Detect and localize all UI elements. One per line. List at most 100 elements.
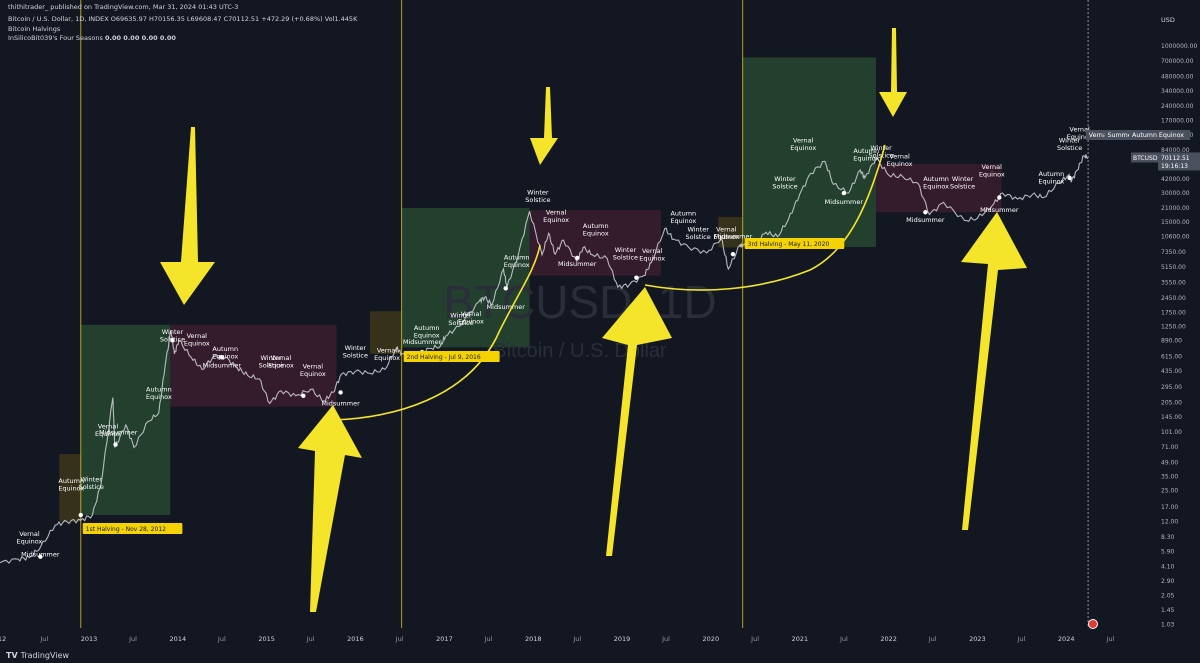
season-label: Autumn Equinox: [1038, 170, 1064, 186]
season-label: Winter Solstice: [686, 226, 711, 242]
x-tick-label: Jul: [484, 635, 493, 643]
season-label: Vernal Equinox: [713, 226, 739, 242]
season-label: Autumn Equinox: [923, 175, 949, 191]
season-label: Autumn Equinox: [146, 386, 172, 402]
season-marker: [1067, 175, 1072, 181]
last-price-tag: [1158, 152, 1200, 171]
y-tick-label: 21000.00: [1161, 205, 1190, 212]
season-label: Vernal Equinox: [16, 530, 42, 546]
x-tick-label: Jul: [306, 635, 315, 643]
y-tick-label: 435.00: [1161, 368, 1182, 375]
last-price-time: 19:16:13: [1161, 163, 1188, 170]
season-label: Vernal Equinox: [639, 247, 665, 263]
season-label: Vernal Equinox: [887, 153, 913, 169]
season-label: Winter Solstice: [79, 476, 104, 492]
x-tick-label: 2023: [969, 635, 986, 643]
annotation-arrow-6: [961, 212, 1027, 530]
season-marker: [730, 251, 736, 257]
season-label: Winter Solstice: [868, 144, 893, 160]
season-label: Midsummer: [21, 551, 60, 559]
x-tick-label: 2018: [525, 635, 542, 643]
y-tick-label: 101.00: [1161, 429, 1182, 436]
season-marker: [575, 255, 580, 261]
y-tick-label: 12.00: [1161, 519, 1178, 526]
season-label: Vernal Equinox: [300, 362, 326, 378]
season-label: Vernal Equinox: [268, 354, 294, 370]
season-label: Vernal Equinox: [1067, 126, 1093, 142]
tradingview-logo[interactable]: TV TradingView: [6, 651, 69, 660]
last-price-value: 70112.51: [1161, 155, 1190, 162]
indicator-four-seasons-values: 0.00 0.00 0.00 0.00: [105, 34, 176, 42]
halving-label-bg-1: [82, 523, 183, 534]
y-tick-label: 1.45: [1161, 607, 1175, 614]
future-season-label: Autumn Equinox: [1132, 132, 1184, 139]
season-label: Vernal Equinox: [979, 163, 1005, 179]
x-tick-label: 2022: [880, 635, 897, 643]
season-marker: [38, 554, 43, 559]
last-price-symbol: BTCUSD: [1133, 155, 1158, 162]
season-marker: [503, 286, 508, 291]
x-tick-label: 012: [0, 635, 6, 643]
season-marker: [634, 275, 639, 280]
y-tick-label: 170000.00: [1161, 117, 1194, 124]
watermark-name: Bitcoin / U.S. Dollar: [493, 340, 667, 362]
event-flag-icon[interactable]: [1087, 619, 1098, 629]
season-label: Midsummer: [403, 338, 442, 346]
season-label: Midsummer: [558, 260, 597, 268]
future-season-box: [1129, 130, 1191, 140]
y-tick-label: 5150.00: [1161, 264, 1186, 271]
y-tick-label: 205.00: [1161, 399, 1182, 406]
season-label: Autumn Equinox: [583, 222, 609, 238]
season-label: Winter Solstice: [160, 328, 185, 344]
season-label: Winter Solstice: [1057, 137, 1082, 153]
annotation-arrow-3: [879, 28, 907, 117]
season-label: Autumn Equinox: [670, 210, 696, 226]
season-label: Autumn Equinox: [853, 147, 879, 163]
publisher-line: thithitrader_ published on TradingView.c…: [8, 3, 239, 11]
annotation-curve-1: [332, 244, 541, 421]
annotation-curve-2: [644, 144, 886, 291]
season-label: Vernal Equinox: [374, 347, 400, 363]
x-tick-label: Jul: [661, 635, 670, 643]
season-label: Vernal Equinox: [458, 310, 484, 326]
x-tick-label: Jul: [572, 635, 581, 643]
season-label: Winter Solstice: [525, 188, 550, 204]
season-label: Midsummer: [906, 216, 945, 224]
y-tick-label: 5.90: [1161, 548, 1175, 555]
season-label: Winter Solstice: [613, 246, 638, 262]
y-tick-label: 25.00: [1161, 488, 1178, 495]
season-marker: [170, 338, 175, 343]
indicator-four-seasons-name: InSilicoBit039's Four Seasons: [8, 34, 103, 42]
x-tick-label: Jul: [128, 635, 137, 643]
season-label: Midsummer: [825, 198, 864, 206]
season-marker: [997, 195, 1002, 200]
y-tick-label: 1000000.00: [1161, 43, 1197, 50]
future-season-box: [1085, 130, 1117, 140]
x-tick-label: 2024: [1058, 635, 1075, 643]
y-axis-title: USD: [1161, 16, 1175, 24]
y-tick-label: 2450.00: [1161, 295, 1186, 302]
x-tick-label: Jul: [395, 635, 404, 643]
season-box-olive: [369, 311, 402, 354]
x-tick-label: 2016: [347, 635, 364, 643]
season-marker: [841, 190, 847, 196]
halving-label-2: 2nd Halving - Jul 9, 2016: [407, 354, 481, 361]
x-tick-label: 2017: [436, 635, 453, 643]
indicator-halvings[interactable]: Bitcoin Halvings: [8, 25, 61, 33]
y-tick-label: 8.30: [1161, 534, 1175, 541]
season-label: Autumn Equinox: [504, 253, 530, 269]
y-tick-label: 15000.00: [1161, 219, 1190, 226]
season-marker: [113, 442, 118, 447]
y-tick-label: 49.00: [1161, 459, 1178, 466]
x-tick-label: 2015: [258, 635, 275, 643]
y-tick-label: 1250.00: [1161, 323, 1186, 330]
y-tick-label: 2.05: [1161, 593, 1175, 600]
indicator-four-seasons[interactable]: InSilicoBit039's Four Seasons 0.00 0.00 …: [8, 34, 176, 42]
x-tick-label: 2021: [792, 635, 809, 643]
y-tick-label: 615.00: [1161, 353, 1182, 360]
season-label: Vernal Equinox: [543, 209, 569, 225]
y-tick-label: 4.10: [1161, 564, 1175, 571]
season-label: Midsummer: [487, 303, 526, 311]
halving-label-1: 1st Halving - Nov 28, 2012: [86, 526, 166, 533]
